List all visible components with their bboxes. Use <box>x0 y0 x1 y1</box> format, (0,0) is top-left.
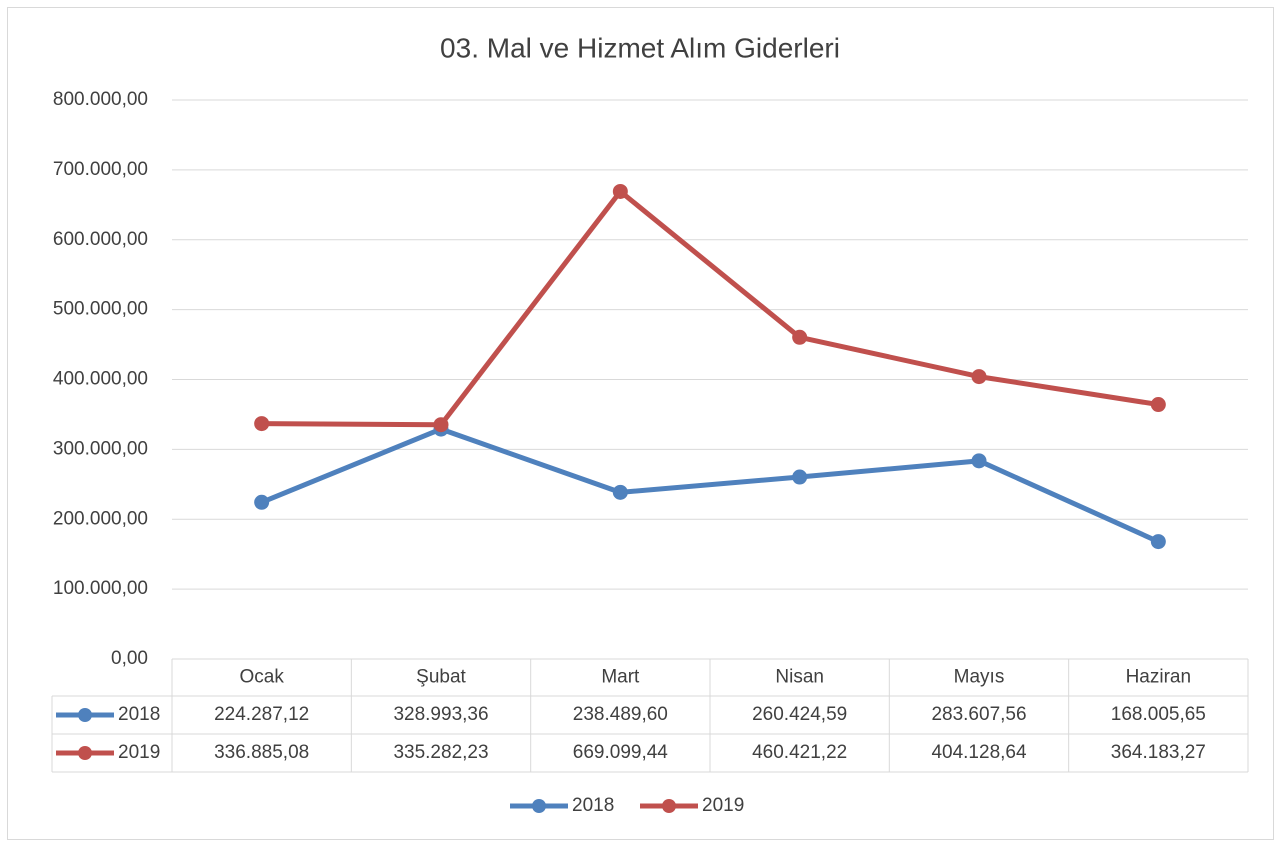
x-tick-label: Haziran <box>1126 667 1191 688</box>
x-tick-label: Nisan <box>775 667 824 688</box>
table-value: 336.885,08 <box>214 742 309 763</box>
legend-marker <box>662 799 676 813</box>
chart-border <box>7 7 1274 840</box>
legend-marker <box>78 746 92 760</box>
table-value: 669.099,44 <box>573 742 669 763</box>
legend-marker <box>78 708 92 722</box>
y-tick-label: 200.000,00 <box>53 508 148 529</box>
x-tick-label: Mayıs <box>954 667 1005 688</box>
data-point <box>1150 534 1166 550</box>
table-value: 238.489,60 <box>573 704 668 725</box>
data-point <box>792 329 808 345</box>
chart-title: 03. Mal ve Hizmet Alım Giderleri <box>440 32 840 63</box>
table-value: 328.993,36 <box>393 704 488 725</box>
data-point <box>433 417 449 433</box>
data-point <box>1150 397 1166 413</box>
table-value: 404.128,64 <box>931 742 1027 763</box>
data-point <box>612 183 628 199</box>
legend-marker <box>532 799 546 813</box>
table-value: 460.421,22 <box>752 742 847 763</box>
data-point <box>792 469 808 485</box>
x-tick-label: Şubat <box>416 667 466 688</box>
legend-label: 2018 <box>118 704 160 725</box>
legend-label: 2019 <box>118 742 160 763</box>
series-line <box>260 426 1160 544</box>
y-tick-label: 300.000,00 <box>53 438 148 459</box>
data-point <box>971 453 987 469</box>
y-tick-label: 0,00 <box>111 648 148 669</box>
y-tick-label: 700.000,00 <box>53 159 148 180</box>
table-value: 168.005,65 <box>1111 704 1206 725</box>
y-tick-label: 400.000,00 <box>53 369 148 390</box>
table-value: 364.183,27 <box>1111 742 1206 763</box>
legend-label: 2018 <box>572 795 614 816</box>
x-tick-label: Mart <box>601 667 640 688</box>
data-point <box>971 369 987 385</box>
data-point <box>254 494 270 510</box>
table-value: 224.287,12 <box>214 704 309 725</box>
y-tick-label: 800.000,00 <box>53 89 148 110</box>
legend-label: 2019 <box>702 795 744 816</box>
table-value: 283.607,56 <box>931 704 1026 725</box>
series-line <box>261 188 1159 428</box>
data-point <box>612 484 628 500</box>
y-tick-label: 500.000,00 <box>53 299 148 320</box>
table-value: 335.282,23 <box>393 742 488 763</box>
table-value: 260.424,59 <box>752 704 847 725</box>
y-tick-label: 100.000,00 <box>53 578 148 599</box>
x-tick-label: Ocak <box>239 667 284 688</box>
y-tick-label: 600.000,00 <box>53 229 148 250</box>
data-point <box>254 416 270 432</box>
